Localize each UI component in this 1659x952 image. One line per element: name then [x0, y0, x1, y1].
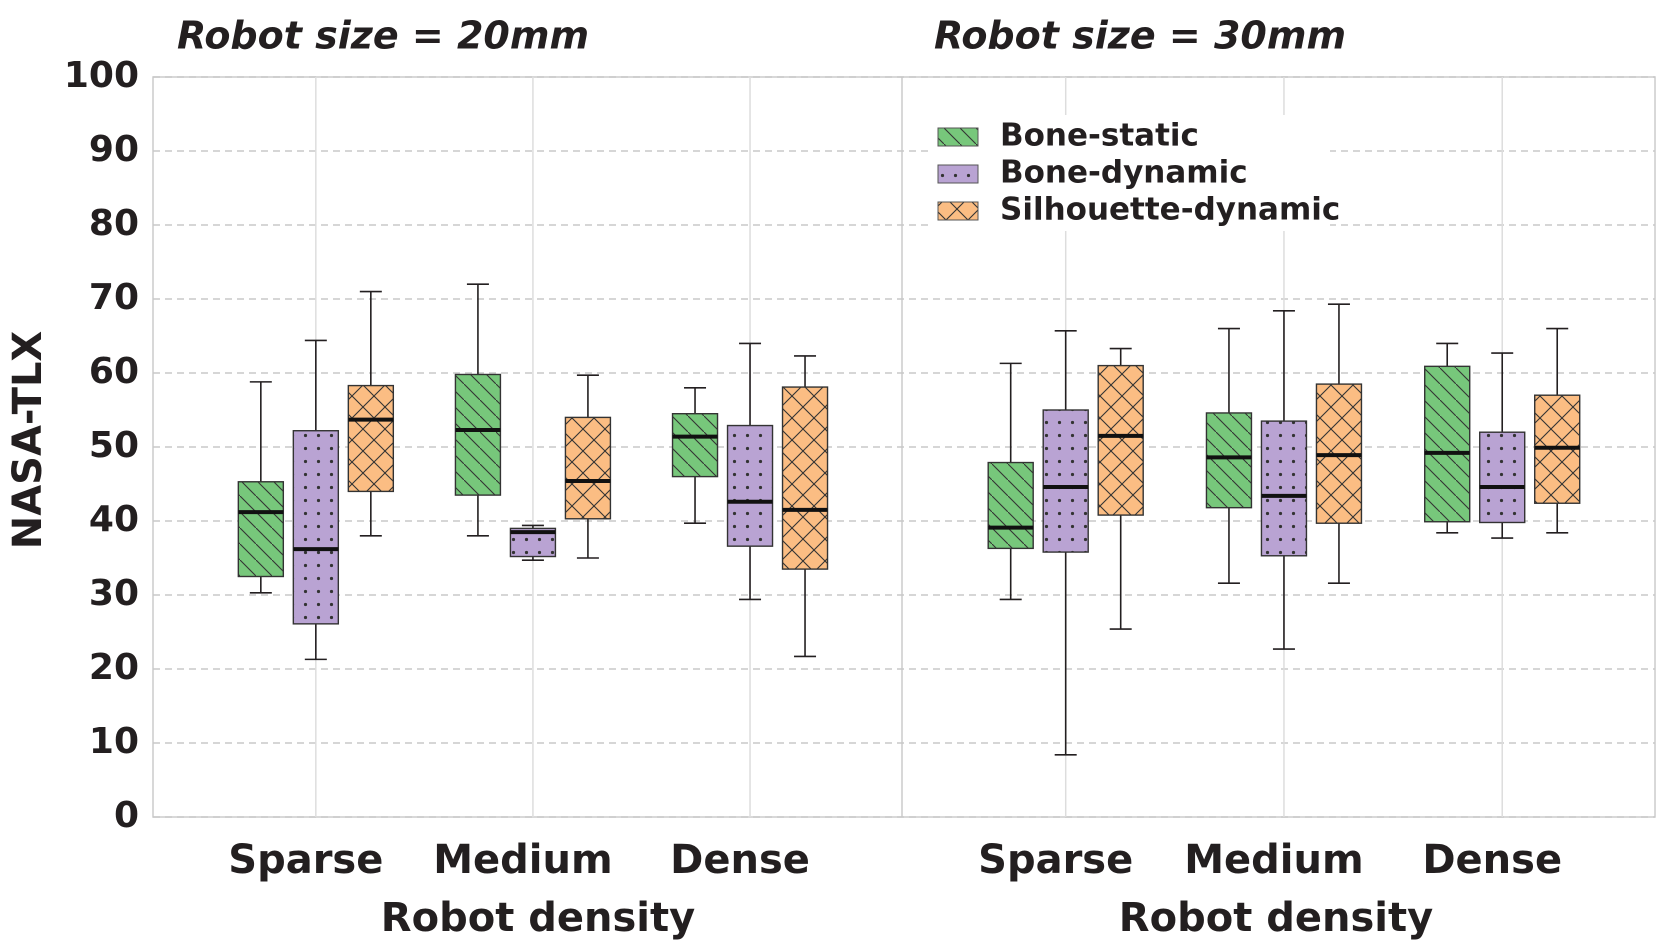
- box: [726, 424, 774, 547]
- x-tick-label: Medium: [1184, 837, 1363, 883]
- legend-label: Bone-static: [1000, 118, 1199, 154]
- box: [1424, 365, 1471, 523]
- panel-title: Robot size = 20mm: [177, 14, 589, 58]
- y-tick-label: 20: [89, 647, 139, 688]
- box: [1479, 431, 1526, 524]
- y-tick-label: 60: [89, 351, 139, 392]
- y-tick-label: 80: [89, 203, 139, 244]
- y-tick-label: 0: [114, 795, 139, 836]
- legend-label: Bone-dynamic: [1000, 155, 1248, 191]
- legend-swatch: [937, 164, 979, 184]
- x-tick-label: Medium: [433, 837, 612, 883]
- y-tick-label: 10: [89, 721, 139, 762]
- box: [454, 373, 502, 496]
- panel-title: Robot size = 30mm: [934, 14, 1346, 58]
- x-tick-label: Dense: [1422, 837, 1562, 883]
- box: [564, 416, 612, 520]
- box: [1042, 409, 1089, 553]
- y-tick-label: 40: [89, 499, 139, 540]
- box: [292, 430, 340, 625]
- x-tick-label: Sparse: [978, 837, 1133, 883]
- box: [671, 413, 719, 478]
- y-tick-label: 90: [89, 129, 139, 170]
- box: [347, 384, 395, 493]
- x-tick-label: Dense: [670, 837, 810, 883]
- legend-background: [930, 115, 1330, 231]
- legend-swatch: [937, 127, 979, 147]
- box: [1260, 420, 1308, 557]
- y-tick-label: 70: [89, 277, 139, 318]
- y-tick-label: 50: [89, 425, 139, 466]
- legend-label: Silhouette-dynamic: [1000, 192, 1340, 228]
- x-axis-label: Robot density: [1119, 895, 1433, 941]
- y-tick-label: 100: [64, 55, 139, 96]
- box: [1205, 412, 1253, 509]
- y-tick-label: 30: [89, 573, 139, 614]
- box: [987, 461, 1034, 550]
- y-axis-label: NASA-TLX: [5, 331, 51, 550]
- box: [781, 386, 829, 570]
- box: [1097, 364, 1144, 516]
- x-tick-label: Sparse: [228, 837, 383, 883]
- legend-swatch: [937, 201, 979, 221]
- x-axis-label: Robot density: [381, 895, 695, 941]
- box: [237, 481, 285, 578]
